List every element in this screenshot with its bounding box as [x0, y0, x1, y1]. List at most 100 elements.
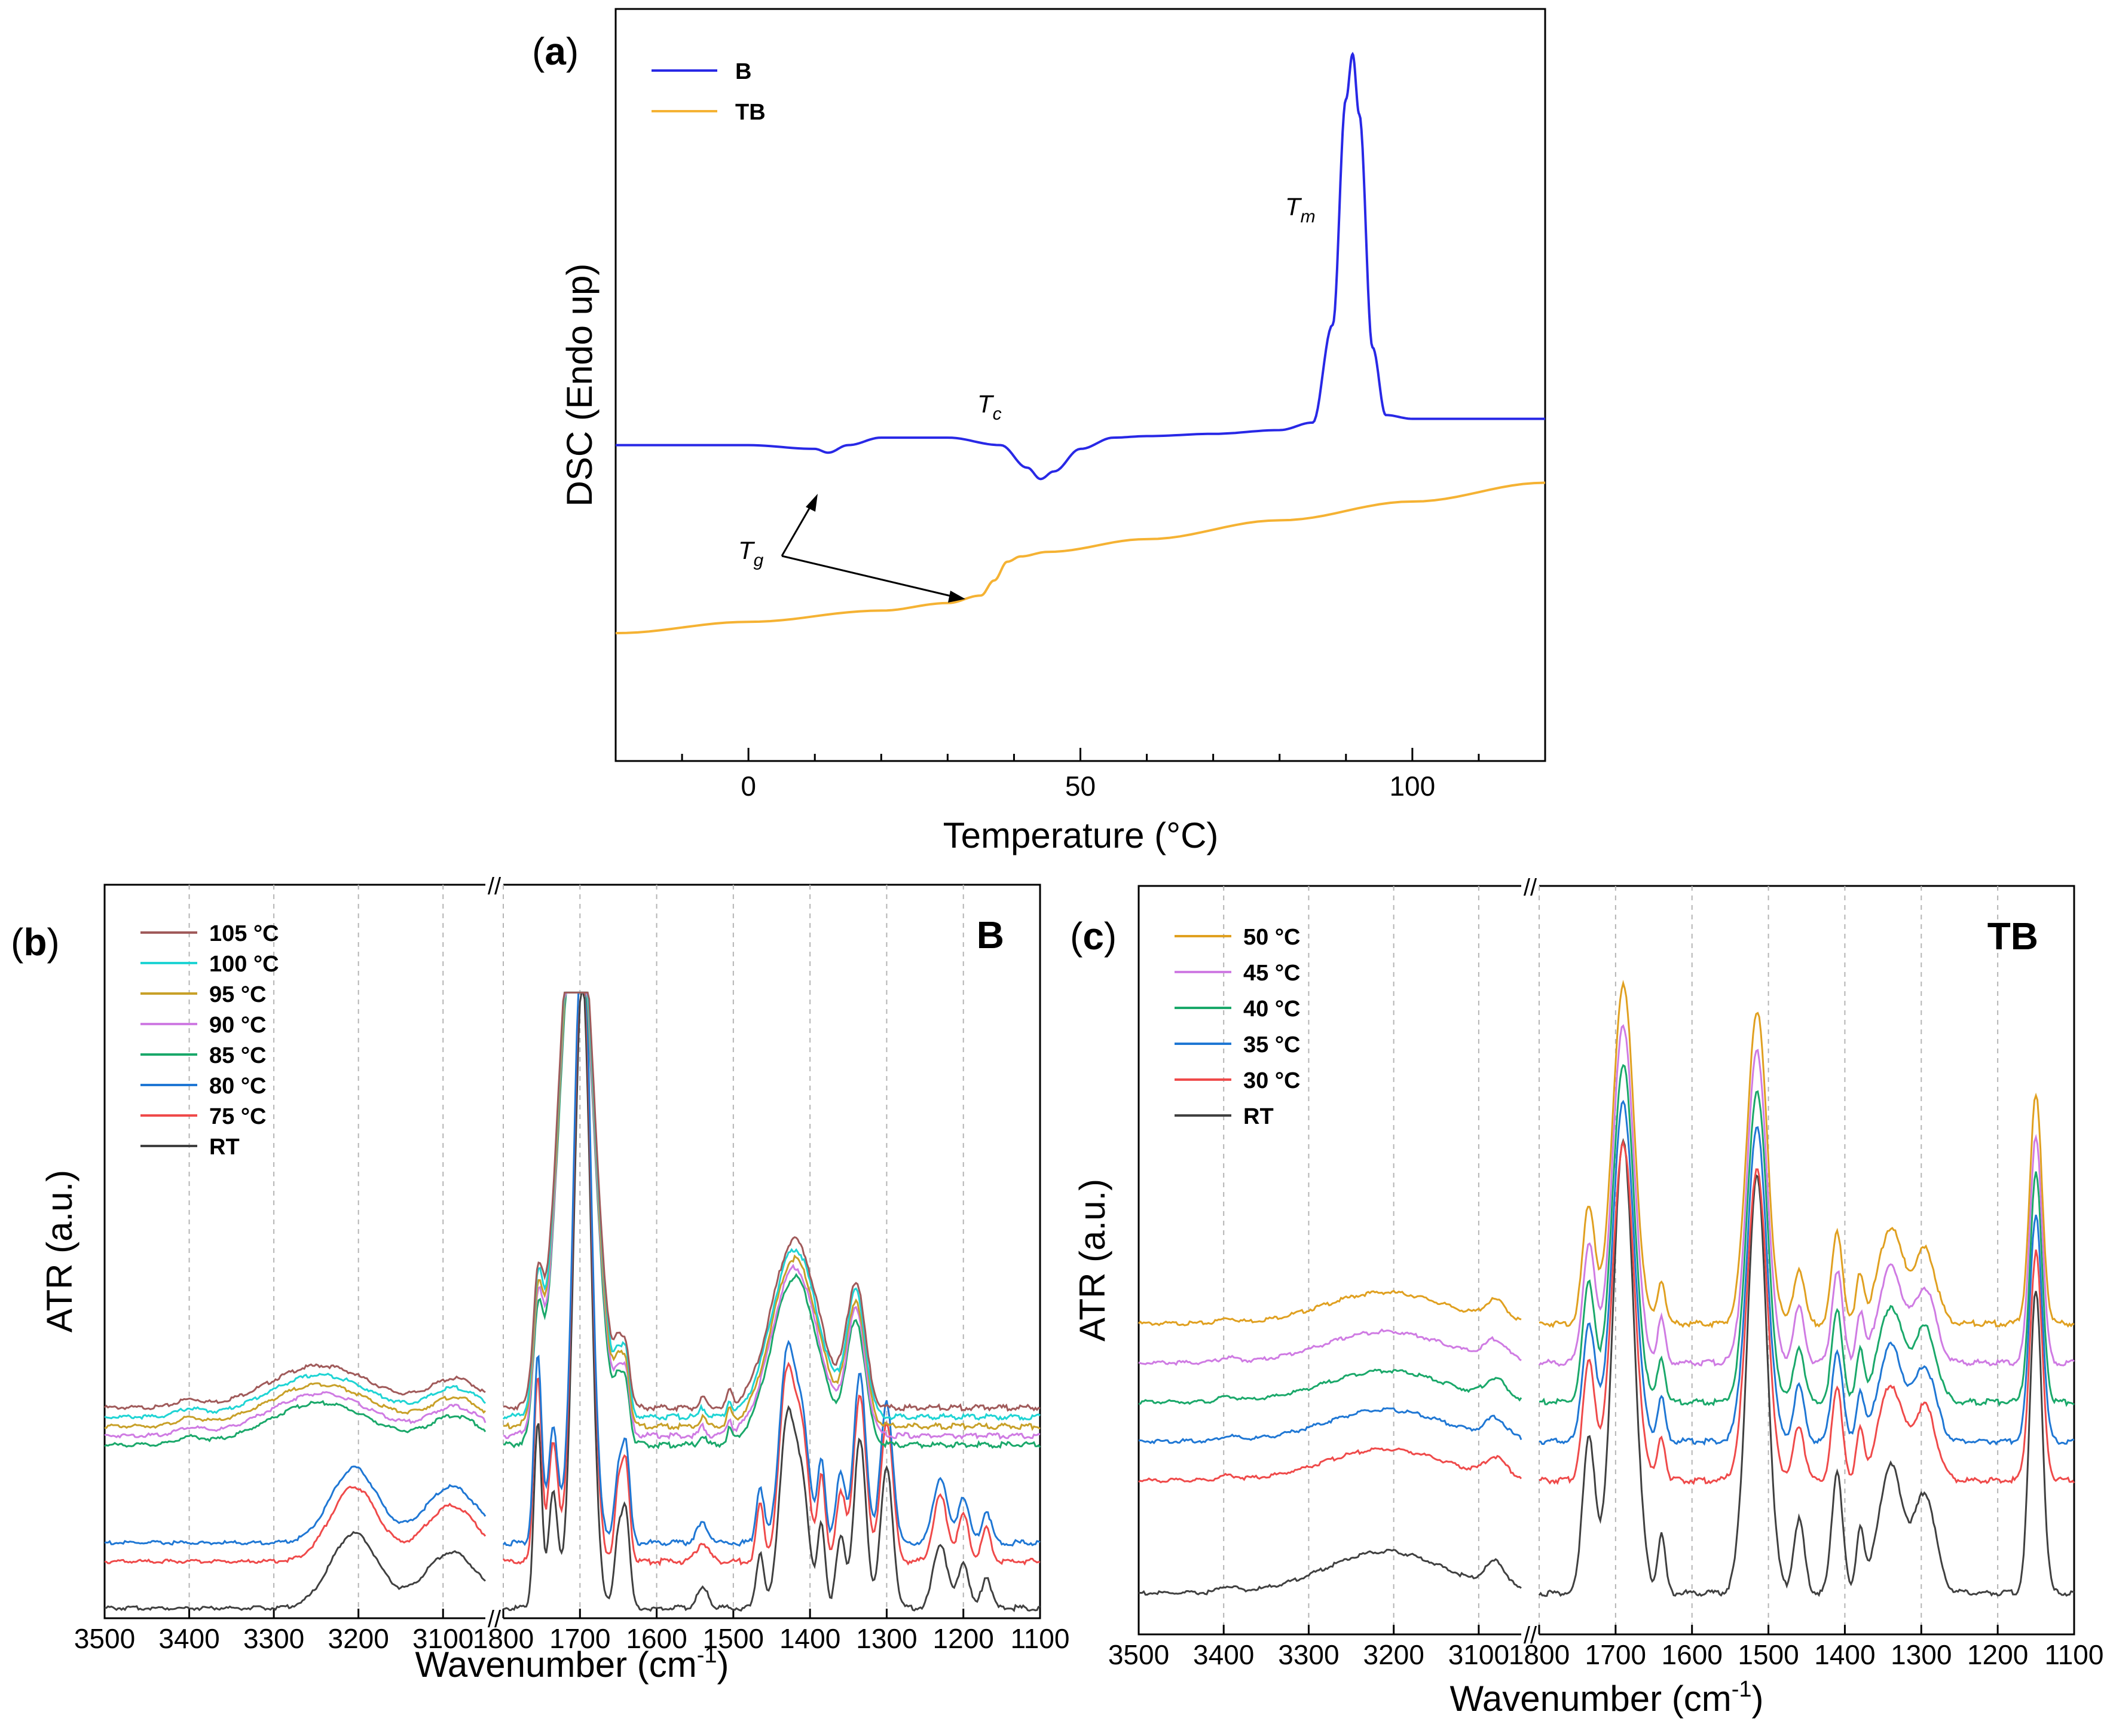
panel-b-label: (b)	[11, 921, 60, 964]
legend-label-RT: RT	[209, 1135, 240, 1160]
x-tick-label-3300: 3300	[1278, 1639, 1339, 1670]
spectrum-90-left	[104, 1391, 487, 1439]
x-tick-label-1300: 1300	[856, 1623, 917, 1654]
annotation-tm: Tm	[1285, 192, 1316, 227]
legend-label-35: 35 °C	[1243, 1032, 1300, 1058]
spectrum-85-right	[503, 991, 1041, 1450]
annotation-tg: Tg	[738, 536, 764, 570]
legend-label-75: 75 °C	[209, 1104, 266, 1129]
panel-c-label: (c)	[1070, 915, 1117, 958]
panel-a-tick-label-100: 100	[1389, 771, 1435, 802]
panel-c-gridlines	[1223, 886, 1999, 1634]
panel-b-legend: 105 °C 100 °C 95 °C 90 °C 85 °C 80 °C 75 °C RT	[140, 921, 279, 1160]
panel-c-spectra	[1137, 980, 2075, 1597]
panel-c-frame	[1137, 885, 2075, 1636]
spectrum-RT-left	[1138, 1548, 1522, 1596]
legend-label-95: 95 °C	[209, 982, 266, 1007]
legend-label-90: 90 °C	[209, 1013, 266, 1038]
x-tick-label-1300: 1300	[1891, 1639, 1952, 1670]
spectrum-50-left	[1137, 1289, 1522, 1327]
spectrum-50-right	[1539, 980, 2075, 1329]
spectrum-95-right	[503, 991, 1041, 1431]
panel-c-break-gap-bottom	[1521, 1628, 1539, 1640]
panel-a-x-ticks	[681, 748, 1480, 761]
spectrum-40-right	[1539, 1063, 2075, 1407]
x-tick-label-1400: 1400	[1814, 1639, 1875, 1670]
x-tick-label-1700: 1700	[1585, 1639, 1646, 1670]
panel-b-sample-label: B	[977, 913, 1004, 956]
x-tick-label-1100: 1100	[2045, 1639, 2104, 1670]
panel-a-label: (a)	[532, 30, 579, 73]
x-tick-label-1500: 1500	[703, 1623, 764, 1654]
panel-b-axis-break-bottom: //	[488, 1606, 501, 1633]
panel-c-axis-break-bottom: //	[1524, 1622, 1537, 1649]
tg-arrowhead-b	[806, 494, 818, 512]
legend-label-50: 50 °C	[1243, 925, 1300, 950]
x-tick-label-3400: 3400	[158, 1623, 219, 1654]
panel-b-spectra	[103, 991, 1041, 1612]
x-tick-label-3200: 3200	[1363, 1639, 1424, 1670]
panel-a-y-axis-label: DSC (Endo up)	[559, 264, 600, 507]
x-tick-label-1100: 1100	[1011, 1623, 1070, 1654]
x-tick-label-1700: 1700	[549, 1623, 610, 1654]
legend-label-80: 80 °C	[209, 1074, 266, 1099]
x-tick-label-3100: 3100	[1448, 1639, 1509, 1670]
panel-c-axis-break-top: //	[1524, 875, 1537, 901]
spectrum-40-left	[1138, 1368, 1522, 1405]
panel-c-break-gap-top	[1521, 880, 1539, 892]
spectrum-35-right	[1539, 1099, 2075, 1446]
panel-c-legend: 50 °C 45 °C 40 °C 35 °C 30 °C RT	[1175, 925, 1300, 1129]
tg-arrowhead-tb	[948, 591, 965, 603]
panel-b-y-axis-label: ATR (a.u.)	[39, 1170, 79, 1332]
x-tick-label-1800: 1800	[1509, 1639, 1570, 1670]
panel-a-x-axis-label: Temperature (°C)	[943, 815, 1219, 855]
x-tick-label-3500: 3500	[1108, 1639, 1169, 1670]
x-tick-label-1400: 1400	[779, 1623, 840, 1654]
spectrum-45-right	[1538, 1024, 2075, 1367]
series-TB-line	[615, 481, 1546, 635]
legend-label-100: 100 °C	[209, 952, 279, 977]
x-tick-label-1800: 1800	[473, 1623, 534, 1654]
spectrum-80-right	[502, 991, 1041, 1547]
panel-c-y-axis-label: ATR (a.u.)	[1072, 1179, 1112, 1341]
x-tick-label-1600: 1600	[1662, 1639, 1723, 1670]
panel-c-sample-label: TB	[1987, 915, 2038, 958]
x-tick-label-1200: 1200	[933, 1623, 994, 1654]
spectrum-30-right	[1539, 1139, 2075, 1486]
spectrum-85-left	[104, 1399, 487, 1448]
panel-b-break-gap-bottom	[485, 1612, 503, 1624]
panel-b-axis-break-top: //	[488, 873, 501, 900]
x-tick-label-1600: 1600	[626, 1623, 687, 1654]
spectrum-45-left	[1138, 1328, 1522, 1366]
tg-arrow-to-b	[781, 502, 814, 557]
panel-b-break-gap-top	[485, 879, 503, 891]
panel-a-tick-label-0: 0	[741, 771, 756, 802]
legend-label-45: 45 °C	[1243, 961, 1300, 986]
spectrum-105-left	[103, 1363, 486, 1411]
panel-b-frame	[103, 884, 1041, 1619]
panel-a-tick-label-50: 50	[1065, 771, 1096, 802]
tg-arrow-to-tb	[781, 555, 954, 598]
spectrum-RT-left	[104, 1530, 486, 1612]
spectrum-80-left	[104, 1465, 487, 1546]
legend-label-40: 40 °C	[1243, 997, 1300, 1022]
spectrum-100-right	[502, 991, 1041, 1421]
x-tick-label-1200: 1200	[1967, 1639, 2028, 1670]
legend-label-RT: RT	[1243, 1104, 1274, 1129]
spectrum-95-left	[104, 1382, 487, 1429]
annotation-tc: Tc	[977, 390, 1002, 424]
spectrum-30-left	[1138, 1447, 1522, 1484]
series-B-line	[616, 51, 1545, 481]
x-tick-label-3100: 3100	[412, 1623, 473, 1654]
spectrum-105-right	[503, 991, 1041, 1413]
spectrum-RT-right	[1538, 1138, 2075, 1597]
x-tick-label-3500: 3500	[74, 1623, 135, 1654]
x-tick-label-3300: 3300	[243, 1623, 304, 1654]
legend-label-85: 85 °C	[209, 1043, 266, 1068]
panel-b-gridlines	[188, 885, 964, 1618]
panel-a-dsc: (a) 0 50 100 Temperature (°C) DSC (Endo …	[532, 8, 1546, 855]
